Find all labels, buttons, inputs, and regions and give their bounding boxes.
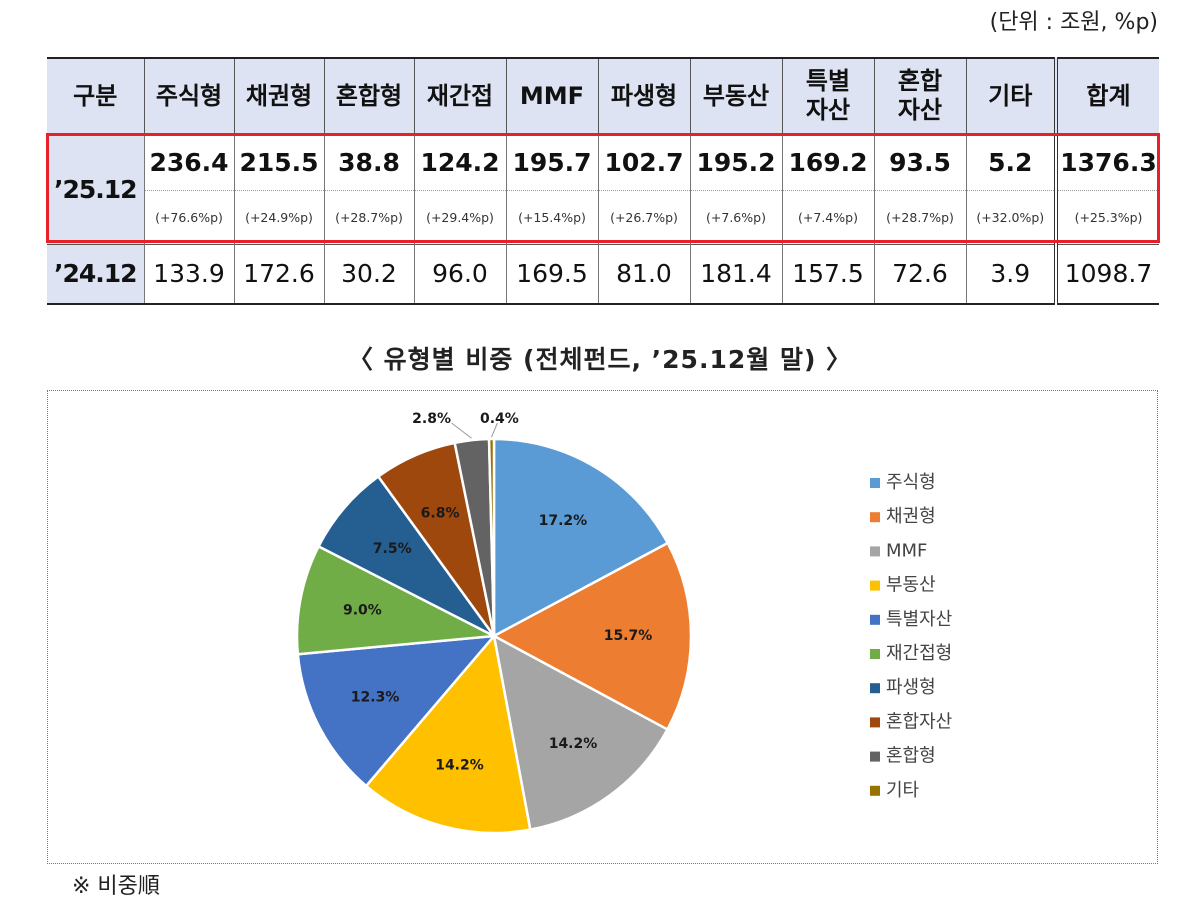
row-label: ’25.12 [47, 133, 144, 244]
table-cell: (+29.4%p) [413, 189, 506, 244]
table-cell: 236.4 [143, 133, 234, 190]
header-cell: 특별 자산 [781, 57, 874, 135]
header-cell: 혼합형 [323, 57, 414, 135]
pie-slice-5 [295, 544, 499, 656]
legend-swatch-7 [870, 717, 880, 728]
pie-slice-1 [491, 541, 693, 732]
table-header-row: 구분 주식형 채권형 혼합형 재간접 MMF 파생형 부동산 특별 자산 혼합 자산 기타 합계 [47, 57, 1159, 135]
table-cell: (+26.7%p) [597, 189, 690, 244]
header-cell: 혼합 자산 [873, 57, 966, 135]
table-cell: (+32.0%p) [965, 189, 1056, 244]
legend-swatch-1 [870, 512, 880, 523]
row-2512-values: ’25.12 236.4 215.5 38.8 124.2 195.7 102.7 195.2… [47, 133, 1159, 244]
table-cell: (+76.6%p) [143, 189, 234, 244]
table-cell: 215.5 [233, 133, 324, 190]
table-cell: 102.7 [597, 133, 690, 190]
pie-data-label-6: 7.5% [373, 541, 412, 557]
row-2412-values: ’24.12 133.9 172.6 30.2 96.0 169.5 81.0 181.4 15… [47, 243, 1159, 305]
pie-data-label-9: 0.4% [480, 411, 519, 427]
header-cell: 채권형 [233, 57, 324, 135]
table-cell: 81.0 [597, 243, 690, 305]
table-cell: (+15.4%p) [505, 189, 598, 244]
pie-slice-3 [364, 633, 532, 835]
table-cell: (+7.6%p) [689, 189, 782, 244]
legend-label-6: 파생형 [886, 677, 936, 698]
table-cell: (+25.3%p) [1054, 189, 1159, 244]
pie-slice-0 [492, 437, 670, 639]
table-cell: 38.8 [323, 133, 414, 190]
table-cell: 124.2 [413, 133, 506, 190]
table-cell: 181.4 [689, 243, 782, 305]
table-cell: (+28.7%p) [873, 189, 966, 244]
header-cell: 부동산 [689, 57, 782, 135]
table-cell: 169.2 [781, 133, 874, 190]
header-cell: 재간접 [413, 57, 506, 135]
pie-slice-4 [296, 634, 497, 788]
header-cell: 파생형 [597, 57, 690, 135]
table-cell: 30.2 [323, 243, 414, 305]
legend-label-7: 혼합자산 [886, 711, 952, 732]
pie-data-label-5: 9.0% [343, 603, 382, 619]
legend-swatch-8 [870, 751, 880, 762]
legend-swatch-6 [870, 683, 880, 694]
table-cell: (+7.4%p) [781, 189, 874, 244]
table-cell: 93.5 [873, 133, 966, 190]
pie-data-label-1: 15.7% [604, 628, 653, 644]
table-cell: 195.7 [505, 133, 598, 190]
pie-slice-2 [492, 633, 670, 832]
chart-subtitle: 〈 유형별 비중 (전체펀드, ’25.12월 말) 〉 [347, 345, 853, 374]
table-cell: 195.2 [689, 133, 782, 190]
pie-data-label-7: 6.8% [421, 505, 460, 521]
row-label: ’24.12 [47, 243, 144, 305]
header-cell: 합계 [1054, 57, 1159, 135]
header-cell: 주식형 [143, 57, 234, 135]
table-cell: 5.2 [965, 133, 1056, 190]
table-cell: 1376.3 [1054, 133, 1159, 190]
legend-swatch-5 [870, 649, 880, 659]
pie-data-label-2: 14.2% [549, 736, 598, 752]
table-cell: 96.0 [413, 243, 506, 305]
legend-label-4: 특별자산 [886, 609, 952, 630]
table-cell: 72.6 [873, 243, 966, 305]
unit-note: (단위 : 조원, %p) [989, 10, 1158, 35]
pie-data-label-0: 17.2% [539, 513, 588, 529]
pie-data-label-8: 2.8% [412, 411, 451, 427]
legend-label-5: 재간접형 [886, 643, 952, 664]
legend-label-8: 혼합형 [886, 746, 936, 767]
header-cell: 구분 [47, 57, 144, 135]
table-cell: 157.5 [781, 243, 874, 305]
legend-swatch-9 [870, 785, 880, 796]
legend-label-0: 주식형 [886, 472, 936, 493]
pie-leader-line [451, 422, 472, 439]
legend-label-9: 기타 [886, 780, 920, 801]
table-cell: 172.6 [233, 243, 324, 305]
fund-type-table: 구분 주식형 채권형 혼합형 재간접 MMF 파생형 부동산 특별 자산 혼합 자산 기타 합계 ’25.… [47, 57, 1159, 305]
legend-swatch-0 [870, 478, 880, 488]
table-cell: 1098.7 [1054, 243, 1159, 305]
pie-data-label-4: 12.3% [351, 690, 400, 706]
header-cell: MMF [505, 57, 598, 135]
table-cell: (+28.7%p) [323, 189, 414, 244]
table-cell: 169.5 [505, 243, 598, 305]
pie-chart: 17.2% 15.7% 14.2% 14.2% 12.3% 9.0% 7.5% 6.8% 2.8… [295, 411, 952, 835]
legend-label-3: 부동산 [886, 575, 936, 596]
table-cell: 3.9 [965, 243, 1056, 305]
table-cell: (+24.9%p) [233, 189, 324, 244]
header-cell: 기타 [965, 57, 1056, 135]
pie-chart-area: 17.2% 15.7% 14.2% 14.2% 12.3% 9.0% 7.5% 6.8% 2.8… [47, 390, 1158, 864]
row-2512-changes: (+76.6%p) (+24.9%p) (+28.7%p) (+29.4%p) (+15… [47, 189, 1159, 244]
table-cell: 133.9 [143, 243, 234, 305]
pie-slice-9 [487, 437, 496, 637]
legend-swatch-2 [870, 546, 880, 557]
legend-swatch-4 [870, 614, 880, 625]
legend-label-1: 채권형 [886, 506, 936, 527]
footnote: ※ 비중順 [72, 874, 160, 899]
legend-label-2: MMF [886, 540, 927, 561]
pie-leader-line [491, 422, 498, 438]
legend-swatch-3 [870, 580, 880, 591]
pie-data-label-3: 14.2% [435, 757, 484, 773]
